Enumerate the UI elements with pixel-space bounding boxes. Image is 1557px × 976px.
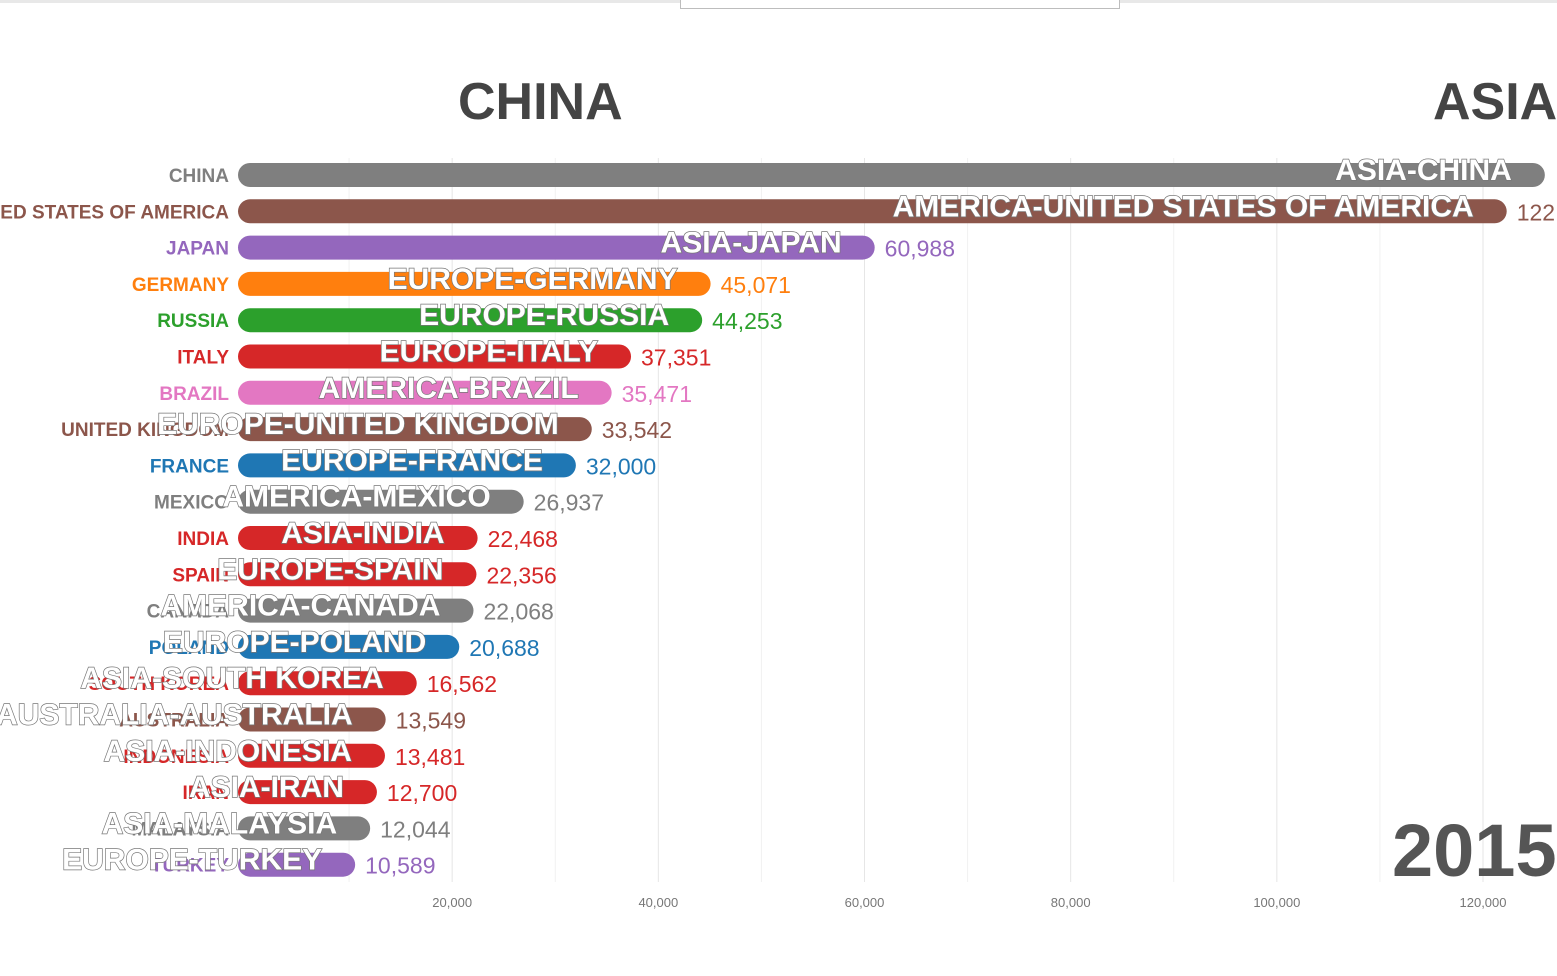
category-label: IRAN [183, 783, 229, 804]
bar [238, 526, 478, 550]
category-label: FRANCE [150, 456, 229, 477]
bar-label: ASIA-INDONESIA [104, 735, 352, 768]
value-label: 33,542 [602, 417, 672, 443]
top-panel-box [680, 0, 1120, 9]
category-label: INDIA [177, 529, 229, 550]
value-label: 20,688 [469, 635, 539, 661]
bar-label: AMERICA-MEXICO [222, 481, 490, 514]
value-label: 35,471 [622, 381, 692, 407]
value-label: 10,589 [365, 853, 435, 879]
bar [238, 780, 377, 805]
bar [238, 271, 711, 296]
category-label: JAPAN [166, 239, 229, 260]
bar [238, 235, 875, 260]
bar-label: ASIA-INDIA [281, 517, 444, 550]
x-tick-label: 120,000 [1460, 895, 1507, 910]
x-tick-label: 80,000 [1051, 895, 1091, 910]
bar [238, 852, 356, 877]
bar [238, 417, 592, 442]
category-label: GERMANY [132, 275, 229, 296]
value-label: 32,000 [586, 453, 656, 479]
bar-label: EUROPE-SPAIN [217, 553, 443, 586]
value-label: 12,700 [387, 780, 457, 806]
bar [238, 743, 385, 768]
value-label: 37,351 [641, 345, 711, 371]
bar-label: ASIA-MALAYSIA [102, 807, 338, 840]
value-label: 22,068 [483, 599, 553, 625]
x-tick-label: 60,000 [845, 895, 885, 910]
category-label: BRAZIL [159, 384, 229, 405]
x-tick-label: 100,000 [1253, 895, 1300, 910]
bar-label: ASIA-CHINA [1335, 154, 1512, 187]
value-label: 13,481 [395, 744, 465, 770]
category-label: UNITED KINGDOM [61, 420, 229, 441]
category-label: UNITED STATES OF AMERICA [0, 202, 229, 223]
bar-label: EUROPE-ITALY [380, 336, 598, 369]
bar [238, 671, 417, 696]
category-label: ITALY [177, 348, 229, 369]
bar [238, 199, 1507, 224]
bar-label: AUSTRALIA-AUSTRALIA [0, 699, 353, 732]
bar-label: EUROPE-POLAND [163, 626, 426, 659]
bar [238, 598, 474, 623]
bar-label: EUROPE-TURKEY [62, 844, 322, 877]
bar [238, 562, 477, 587]
category-label: RUSSIA [157, 311, 229, 332]
category-label: MALAYSIA [132, 819, 230, 840]
value-label: 45,071 [721, 272, 791, 298]
bar [238, 380, 612, 405]
category-label: POLAND [149, 638, 229, 659]
category-label: SOUTH KOREA [89, 674, 230, 695]
year-label: 2015 [1392, 809, 1557, 892]
bar-label: ASIA-JAPAN [661, 227, 842, 260]
bars: CHINA ASIA-CHINA UNITED STATES OF AMERICA A… [0, 153, 1557, 879]
bar-label: AMERICA-CANADA [160, 590, 440, 623]
category-label: INDONESIA [123, 747, 229, 768]
bar [238, 707, 386, 732]
bar [238, 453, 576, 478]
value-label: 22,468 [488, 526, 558, 552]
value-label: 44,253 [712, 308, 782, 334]
value-label: 26,937 [534, 490, 604, 516]
bar-label: EUROPE-FRANCE [281, 444, 543, 477]
bar [238, 489, 524, 514]
category-label: CANADA [147, 602, 230, 623]
value-label: 16,562 [427, 671, 497, 697]
category-label: CHINA [169, 166, 229, 187]
x-tick-label: 20,000 [432, 895, 472, 910]
value-label: 13,549 [396, 708, 466, 734]
bar [238, 634, 460, 659]
bar [238, 163, 1545, 187]
x-tick-label: 40,000 [638, 895, 678, 910]
bar-label: AMERICA-BRAZIL [319, 372, 579, 405]
bar-label: ASIA-SOUTH KOREA [80, 662, 383, 695]
value-label: 12,044 [380, 816, 451, 842]
bar-label: ASIA-IRAN [189, 771, 344, 804]
category-label: TURKEY [151, 856, 229, 877]
bar-label: EUROPE-UNITED KINGDOM [157, 408, 559, 441]
x-axis-ticks: 20,000 40,000 60,000 80,000 100,000 120,000 [432, 895, 1506, 910]
bar [238, 344, 632, 369]
bar-label: EUROPE-GERMANY [388, 263, 678, 296]
value-label: 22,356 [486, 562, 556, 588]
bar [238, 816, 371, 841]
bar-label: AMERICA-UNITED STATES OF AMERICA [893, 190, 1474, 223]
value-label: 122,3 [1517, 199, 1557, 225]
bar [238, 308, 703, 333]
category-label: SPAIN [172, 565, 229, 586]
value-label: 60,988 [885, 236, 955, 262]
bar-label: EUROPE-RUSSIA [419, 299, 669, 332]
leader-country-title: CHINA [458, 73, 623, 131]
category-label: AUSTRALIA [119, 711, 229, 732]
leader-region-title: ASIA [1433, 73, 1557, 131]
category-label: MEXICO [154, 493, 229, 514]
